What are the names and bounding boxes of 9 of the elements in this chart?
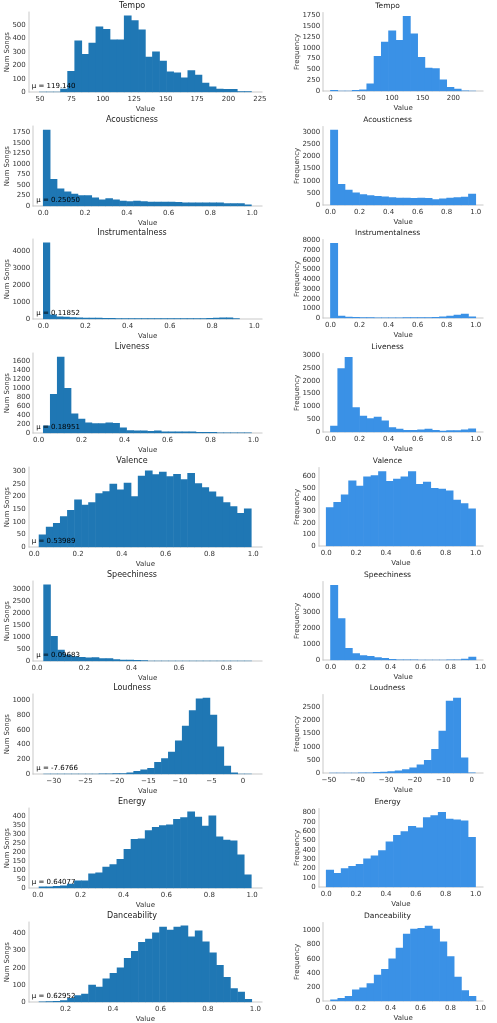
chart-title: Danceability [107,910,158,920]
chart-title: Tempo [117,0,146,10]
chart-title: Valence [116,455,148,465]
chart-title: Energy [117,796,147,806]
chart-title: Liveness [114,341,150,351]
chart-title: Speechiness [106,569,158,579]
chart-title: Instrumentalness [97,228,167,238]
chart-title: Acousticness [106,114,158,124]
chart-title: Loudness [113,683,151,693]
